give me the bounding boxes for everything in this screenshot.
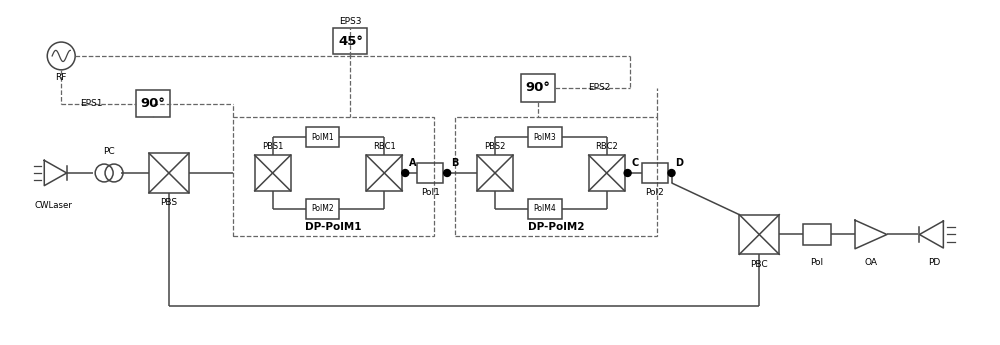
Bar [255,155,291,191]
Bar [589,155,625,191]
Text: DP-PolM1: DP-PolM1 [305,221,362,231]
Bar [136,90,170,117]
Text: C: C [632,158,639,168]
Text: 90°: 90° [525,81,550,94]
Text: PolM2: PolM2 [311,204,334,213]
Text: PD: PD [928,258,940,267]
Bar [417,163,443,183]
Text: OA: OA [864,258,877,267]
Text: 45°: 45° [338,34,363,48]
Circle shape [444,169,451,177]
Text: EPS1: EPS1 [81,99,103,108]
Text: Pol2: Pol2 [645,188,664,197]
Text: PC: PC [103,147,115,156]
Text: B: B [451,158,459,168]
Bar [366,155,402,191]
Bar [149,153,189,193]
Text: DP-PolM2: DP-PolM2 [528,221,584,231]
Bar [739,215,779,254]
Text: PBS1: PBS1 [262,142,283,151]
Text: Pol: Pol [811,258,824,267]
Bar [455,117,657,236]
Text: CWLaser: CWLaser [34,201,72,210]
Text: PolM1: PolM1 [311,133,334,142]
Text: EPS3: EPS3 [339,17,362,26]
Bar [521,74,555,101]
Text: Pol1: Pol1 [421,188,440,197]
Bar [477,155,513,191]
Text: PBS2: PBS2 [484,142,506,151]
Bar [803,224,831,245]
Text: A: A [409,158,417,168]
Bar [306,199,339,219]
Bar [233,117,434,236]
Text: EPS2: EPS2 [588,83,610,92]
Circle shape [402,169,409,177]
Text: PBS: PBS [160,198,177,207]
Text: PBC: PBC [750,260,768,269]
Text: RF: RF [56,73,67,82]
Bar [528,127,562,147]
Bar [528,199,562,219]
Text: RBC2: RBC2 [595,142,618,151]
Bar [306,127,339,147]
Text: PolM3: PolM3 [534,133,556,142]
Text: D: D [676,158,684,168]
Text: RBC1: RBC1 [373,142,396,151]
Text: PolM4: PolM4 [534,204,556,213]
Circle shape [624,169,631,177]
Bar [642,163,668,183]
Bar [333,28,367,54]
Text: 90°: 90° [141,97,165,110]
Circle shape [668,169,675,177]
